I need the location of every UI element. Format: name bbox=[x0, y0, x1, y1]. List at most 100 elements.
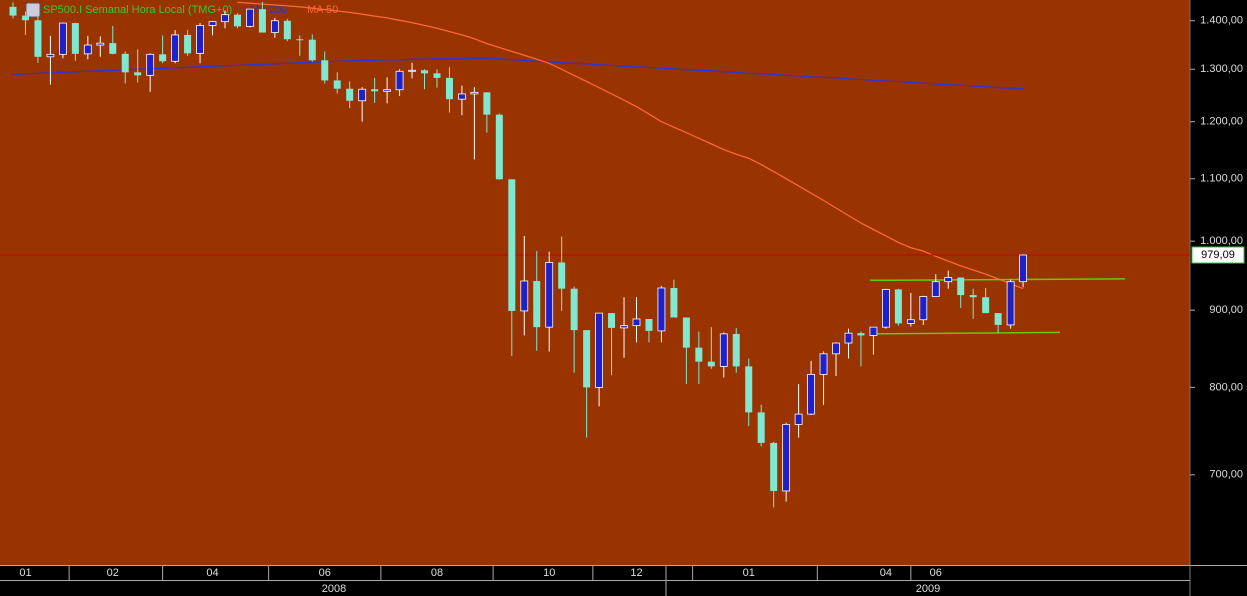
candle-body bbox=[545, 262, 554, 328]
candle-body bbox=[83, 44, 92, 55]
axis-area bbox=[1190, 0, 1247, 596]
symbol-icon[interactable] bbox=[25, 2, 41, 18]
candle-body bbox=[645, 318, 653, 331]
candle-body bbox=[894, 289, 902, 324]
candle-body bbox=[944, 277, 953, 283]
candle-body bbox=[308, 39, 316, 61]
candle-body bbox=[595, 312, 603, 388]
candle-body bbox=[620, 325, 628, 329]
x-tick-label: 08 bbox=[431, 567, 443, 579]
candle-body bbox=[246, 8, 254, 27]
candle-body bbox=[583, 330, 591, 388]
candle-body bbox=[794, 413, 803, 425]
candle-body bbox=[358, 88, 367, 102]
candle-body bbox=[371, 89, 379, 92]
candle-body bbox=[969, 295, 977, 298]
candle-body bbox=[395, 70, 404, 91]
candle-body bbox=[146, 53, 155, 76]
candle-body bbox=[906, 319, 915, 324]
y-tick-label: 1.100,00 bbox=[1200, 173, 1243, 185]
candle-body bbox=[695, 347, 703, 362]
candle-body bbox=[71, 23, 79, 54]
x-tick-label: 06 bbox=[930, 567, 942, 579]
candle-body bbox=[919, 296, 928, 321]
candle-body bbox=[258, 9, 266, 33]
candle-body bbox=[994, 313, 1002, 325]
candle-body bbox=[1019, 254, 1027, 283]
candle-body bbox=[121, 53, 129, 73]
candle-body bbox=[682, 317, 690, 348]
candle-body bbox=[333, 80, 341, 89]
candle-body bbox=[109, 43, 117, 54]
year-label: 2009 bbox=[916, 583, 940, 595]
candle-body bbox=[159, 54, 167, 62]
y-tick-label: 1.400,00 bbox=[1200, 15, 1243, 27]
candle-body bbox=[34, 20, 42, 57]
candle-body bbox=[408, 69, 416, 72]
candle-body bbox=[58, 22, 67, 55]
candle-body bbox=[171, 34, 180, 62]
candle-body bbox=[270, 20, 279, 33]
candle-body bbox=[208, 21, 217, 26]
candle-body bbox=[632, 318, 641, 327]
trendline bbox=[869, 331, 1061, 335]
candle-body bbox=[21, 15, 29, 21]
candle-body bbox=[807, 373, 815, 415]
candle-body bbox=[321, 60, 329, 81]
candle-body bbox=[832, 342, 840, 355]
candle-body bbox=[433, 73, 441, 78]
candle-body bbox=[520, 280, 529, 312]
candle-body bbox=[782, 424, 791, 492]
candle-body bbox=[233, 14, 241, 27]
x-tick-label: 04 bbox=[880, 567, 892, 579]
candle-body bbox=[283, 20, 291, 40]
x-tick-label: 02 bbox=[107, 567, 119, 579]
candle-body bbox=[196, 25, 204, 54]
candle-body bbox=[458, 93, 466, 100]
candle-body bbox=[770, 442, 778, 491]
candle-body bbox=[570, 288, 578, 331]
plot-area bbox=[0, 0, 1190, 565]
x-tick-label: 06 bbox=[319, 567, 331, 579]
y-tick-label: 1.000,00 bbox=[1200, 235, 1243, 247]
candle-body bbox=[931, 281, 940, 297]
candle-body bbox=[957, 277, 965, 296]
candle-body bbox=[508, 179, 516, 311]
candle-body bbox=[134, 72, 142, 76]
candle-body bbox=[732, 333, 740, 367]
candle-body bbox=[608, 313, 616, 328]
candle-body bbox=[346, 88, 354, 101]
candle-body bbox=[558, 262, 566, 289]
candle-body bbox=[757, 412, 765, 443]
x-tick-label: 01 bbox=[19, 567, 31, 579]
trendline bbox=[869, 278, 1126, 282]
candle-body bbox=[383, 89, 392, 92]
candle-body bbox=[495, 114, 503, 180]
candle-body bbox=[445, 77, 453, 100]
x-tick-label: 10 bbox=[543, 567, 555, 579]
candle-body bbox=[421, 70, 429, 74]
candle-body bbox=[1006, 281, 1015, 326]
ma-line bbox=[12, 57, 1024, 90]
y-tick-label: 900,00 bbox=[1209, 304, 1243, 316]
candle-body bbox=[844, 332, 853, 344]
candle-body bbox=[9, 6, 17, 16]
x-tick-label: 04 bbox=[206, 567, 218, 579]
last-price-label: 979,09 bbox=[1201, 249, 1235, 261]
y-tick-label: 700,00 bbox=[1209, 469, 1243, 481]
candle-body bbox=[857, 333, 865, 336]
candle-body bbox=[96, 42, 105, 46]
y-tick-label: 800,00 bbox=[1209, 381, 1243, 393]
candle-body bbox=[184, 34, 192, 54]
last-price-box bbox=[1191, 246, 1245, 264]
candle-body bbox=[819, 353, 828, 375]
candle-body bbox=[882, 289, 890, 328]
candle-body bbox=[296, 39, 304, 41]
ma-line bbox=[237, 1, 1024, 290]
x-tick-label: 01 bbox=[743, 567, 755, 579]
year-label: 2008 bbox=[322, 583, 346, 595]
candle-body bbox=[707, 361, 715, 367]
candle-body bbox=[719, 333, 728, 367]
